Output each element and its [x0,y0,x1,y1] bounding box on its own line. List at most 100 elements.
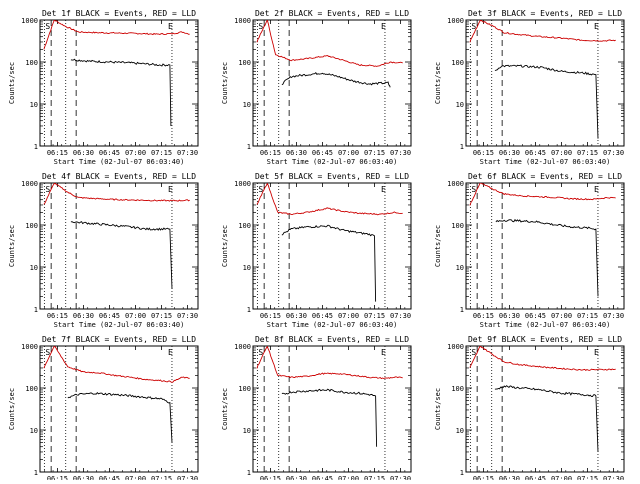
end-marker-label: E [594,22,599,31]
start-marker-label: S [45,22,50,31]
panel-title: Det 3f BLACK = Events, RED = LLD [468,9,622,18]
y-axis-label: Counts/sec [221,388,229,430]
x-axis-label: Start Time (02-Jul-07 06:03:40) [267,158,398,166]
x-tick-label: 07:30 [603,149,624,157]
x-tick-label: 07:15 [577,312,598,320]
plot-frame [252,182,412,310]
start-marker-label: S [45,185,50,194]
x-tick-label: 06:45 [525,312,546,320]
plot-frame [252,19,412,147]
y-tick-label: 1 [34,469,38,477]
end-marker-label: E [381,22,386,31]
x-tick-label: 06:45 [99,475,120,480]
y-tick-label: 1000 [234,343,251,351]
y-tick-label: 10 [243,264,251,272]
x-tick-label: 06:15 [473,149,494,157]
x-tick-label: 06:45 [525,149,546,157]
x-tick-label: 07:15 [577,475,598,480]
y-tick-label: 1000 [234,17,251,25]
x-axis-label: Start Time (02-Jul-07 06:03:40) [480,321,611,329]
panel-title: Det 1f BLACK = Events, RED = LLD [42,9,196,18]
x-tick-label: 07:15 [364,475,385,480]
x-tick-label: 07:00 [125,475,146,480]
x-tick-label: 06:15 [47,312,68,320]
lld-series-line [43,183,190,205]
events-series-line [70,58,172,127]
events-series-line [495,218,599,297]
y-tick-label: 1000 [234,180,251,188]
y-axis-label: Counts/sec [434,62,442,104]
x-tick-label: 07:30 [177,312,198,320]
x-tick-label: 07:30 [177,475,198,480]
x-tick-label: 06:30 [73,149,94,157]
x-tick-label: 07:30 [603,475,624,480]
lld-series-line [43,346,190,383]
y-tick-label: 1 [460,143,464,151]
x-tick-label: 06:45 [99,149,120,157]
panel-det-8: Det 8f BLACK = Events, RED = LLD 1 10 100 10… [221,335,412,483]
y-tick-label: 1000 [21,343,38,351]
y-tick-label: 1000 [21,180,38,188]
end-marker-label: E [168,185,173,194]
x-tick-label: 07:00 [338,312,359,320]
panel-title: Det 2f BLACK = Events, RED = LLD [255,9,409,18]
x-tick-label: 06:30 [499,475,520,480]
x-tick-label: 06:15 [47,149,68,157]
x-tick-label: 07:00 [551,149,572,157]
lld-series-line [43,20,190,50]
panel-det-3: Det 3f BLACK = Events, RED = LLD 1 10 100 10… [434,9,625,166]
x-tick-label: 06:15 [473,312,494,320]
x-tick-label: 06:45 [312,312,333,320]
start-marker-label: S [258,22,263,31]
x-tick-label: 07:00 [125,149,146,157]
x-tick-label: 07:15 [151,475,172,480]
y-tick-label: 1000 [21,17,38,25]
panel-det-2: Det 2f BLACK = Events, RED = LLD 1 10 100 10… [221,9,412,166]
y-axis-label: Counts/sec [8,62,16,104]
y-tick-label: 100 [451,222,464,230]
y-axis-label: Counts/sec [221,62,229,104]
start-marker-label: S [45,348,50,357]
panel-title: Det 9f BLACK = Events, RED = LLD [468,335,622,344]
events-series-line [494,385,599,453]
start-marker-label: S [258,185,263,194]
y-tick-label: 100 [238,59,251,67]
x-tick-label: 07:00 [338,475,359,480]
x-tick-label: 07:30 [603,312,624,320]
y-tick-label: 100 [25,222,38,230]
x-tick-label: 07:30 [390,312,411,320]
end-marker-label: E [168,22,173,31]
y-axis-label: Counts/sec [221,225,229,267]
events-series-line [281,388,378,447]
lld-series-line [469,183,616,206]
end-marker-label: E [381,348,386,357]
x-tick-label: 07:00 [551,312,572,320]
panel-det-1: Det 1f BLACK = Events, RED = LLD 1 10 100 10… [8,9,199,166]
y-tick-label: 100 [238,385,251,393]
events-series-line [67,392,173,443]
panel-title: Det 7f BLACK = Events, RED = LLD [42,335,196,344]
x-tick-label: 06:30 [286,475,307,480]
panel-det-9: Det 9f BLACK = Events, RED = LLD 1 10 100 10… [434,335,625,483]
x-tick-label: 06:45 [525,475,546,480]
y-tick-label: 1 [34,306,38,314]
lld-series-line [256,183,403,216]
x-tick-label: 06:15 [260,149,281,157]
x-tick-label: 06:30 [73,312,94,320]
y-tick-label: 1 [460,469,464,477]
x-tick-label: 07:15 [151,149,172,157]
y-axis-label: Counts/sec [434,388,442,430]
x-tick-label: 07:15 [364,312,385,320]
y-tick-label: 1 [460,306,464,314]
y-tick-label: 1 [247,306,251,314]
x-tick-label: 07:00 [125,312,146,320]
x-axis-label: Start Time (02-Jul-07 06:03:40) [267,321,398,329]
panel-det-4: Det 4f BLACK = Events, RED = LLD 1 10 100 10… [8,172,199,329]
events-series-line [494,64,599,139]
x-axis-label: Start Time (02-Jul-07 06:03:40) [54,321,185,329]
panel-det-5: Det 5f BLACK = Events, RED = LLD 1 10 100 10… [221,172,412,329]
start-marker-label: S [471,185,476,194]
start-marker-label: S [258,348,263,357]
y-tick-label: 10 [243,427,251,435]
